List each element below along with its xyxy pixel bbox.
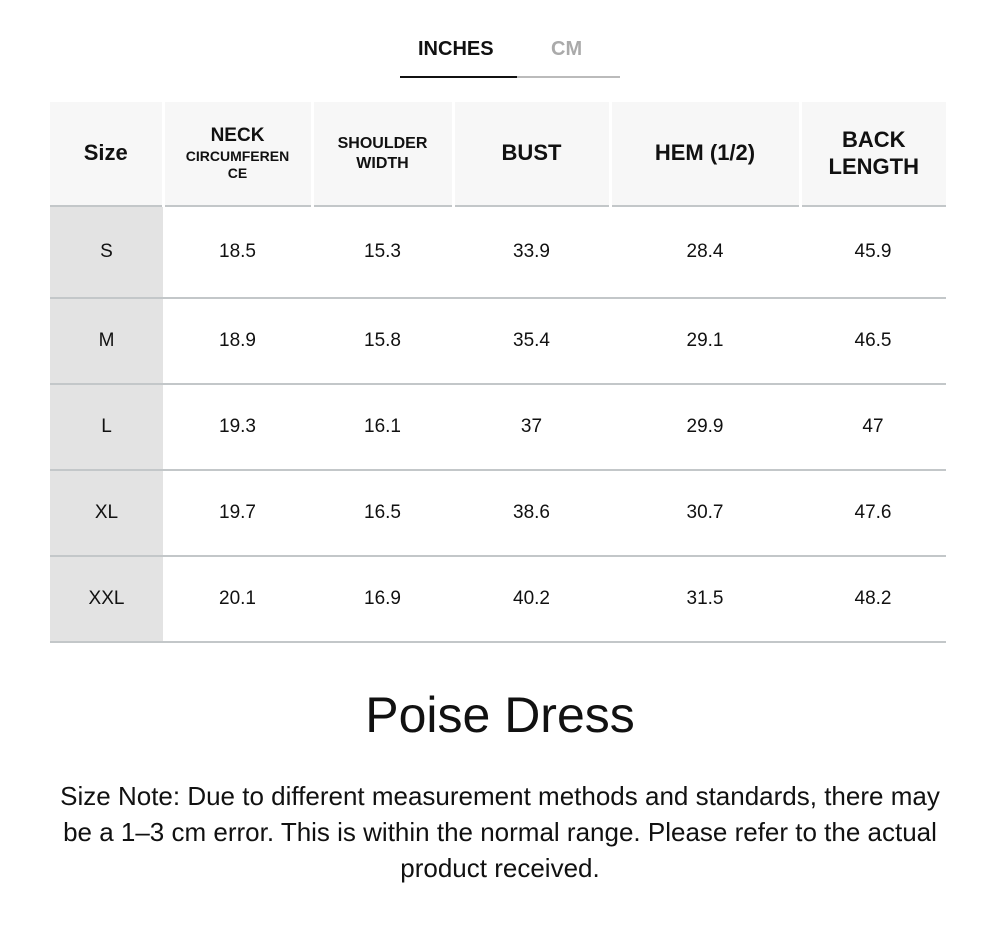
tab-inches[interactable]: INCHES	[418, 38, 494, 60]
size-note: Size Note: Due to different measurement …	[60, 781, 940, 883]
table-row: S 18.5 15.3 33.9 28.4 45.9	[50, 205, 946, 298]
header-neck: NECK CIRCUMFEREN CE	[161, 102, 312, 206]
header-hem: HEM (1/2)	[608, 102, 800, 206]
measurement-cell: 28.4	[610, 205, 800, 298]
size-cell: XXL	[50, 555, 163, 643]
table-row: M 18.9 15.8 35.4 29.1 46.5	[50, 297, 946, 384]
size-cell: S	[50, 205, 163, 298]
unit-tabs: INCHES CM	[400, 38, 620, 78]
table-row: XL 19.7 16.5 38.6 30.7 47.6	[50, 469, 946, 556]
measurement-cell: 29.9	[610, 383, 800, 470]
measurement-cell: 19.3	[163, 383, 312, 470]
measurement-cell: 45.9	[800, 205, 946, 298]
measurement-cell: 20.1	[163, 555, 312, 643]
measurement-cell: 46.5	[800, 297, 946, 384]
size-chart-table: Size NECK CIRCUMFEREN CE SHOULDER WIDTH BUS…	[50, 102, 946, 643]
measurement-cell: 18.5	[163, 205, 312, 298]
measurement-cell: 40.2	[453, 555, 610, 643]
measurement-cell: 30.7	[610, 469, 800, 556]
measurement-cell: 48.2	[800, 555, 946, 643]
tab-underline	[517, 76, 620, 78]
measurement-cell: 29.1	[610, 297, 800, 384]
measurement-cell: 16.1	[312, 383, 453, 470]
measurement-cell: 33.9	[453, 205, 610, 298]
header-row: Size NECK CIRCUMFEREN CE SHOULDER WIDTH BUS…	[50, 102, 946, 206]
measurement-cell: 18.9	[163, 297, 312, 384]
header-shoulder: SHOULDER WIDTH	[310, 102, 453, 206]
measurement-cell: 38.6	[453, 469, 610, 556]
size-cell: M	[50, 297, 163, 384]
measurement-cell: 31.5	[610, 555, 800, 643]
table-row: XXL 20.1 16.9 40.2 31.5 48.2	[50, 555, 946, 643]
header-size: Size	[50, 102, 163, 206]
product-title: Poise Dress	[365, 687, 635, 743]
measurement-cell: 16.9	[312, 555, 453, 643]
header-bust: BUST	[451, 102, 610, 206]
size-cell: L	[50, 383, 163, 470]
measurement-cell: 35.4	[453, 297, 610, 384]
measurement-cell: 37	[453, 383, 610, 470]
measurement-cell: 16.5	[312, 469, 453, 556]
measurement-cell: 15.3	[312, 205, 453, 298]
size-cell: XL	[50, 469, 163, 556]
measurement-cell: 19.7	[163, 469, 312, 556]
table-row: L 19.3 16.1 37 29.9 47	[50, 383, 946, 470]
measurement-cell: 47.6	[800, 469, 946, 556]
measurement-cell: 15.8	[312, 297, 453, 384]
active-tab-indicator	[400, 76, 517, 78]
header-back-length: BACK LENGTH	[798, 102, 946, 206]
measurement-cell: 47	[800, 383, 946, 470]
tab-cm[interactable]: CM	[551, 38, 583, 60]
